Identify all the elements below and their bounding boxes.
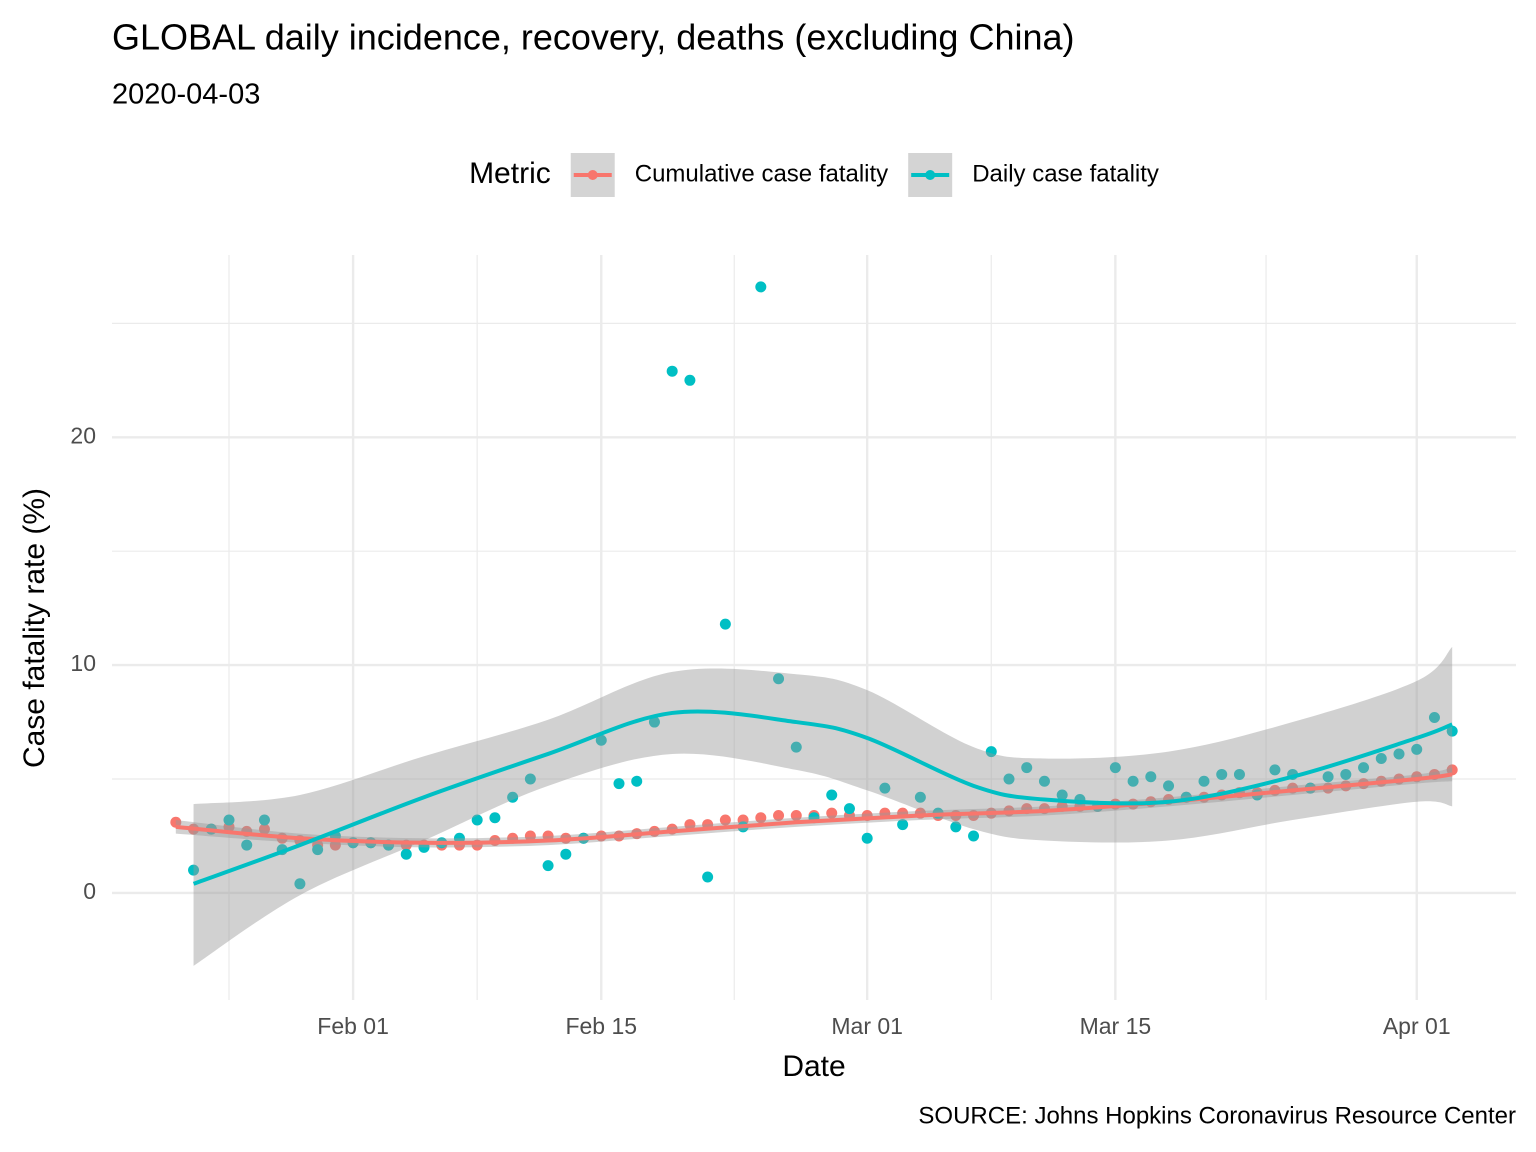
point [560,848,572,860]
point [1411,743,1423,755]
point [968,830,980,842]
point [1358,762,1370,774]
point [790,809,802,821]
point [524,773,536,785]
point [1145,771,1157,783]
point [684,819,696,831]
point [950,821,962,833]
x-tick-label: Apr 01 [1383,1013,1451,1039]
point [507,791,519,803]
point [241,839,253,851]
point [312,844,324,856]
point [773,809,785,821]
point [595,734,607,746]
point [914,791,926,803]
point [1446,764,1458,776]
legend-label: Cumulative case fatality [635,160,888,187]
y-tick-label: 20 [70,422,96,448]
point [773,673,785,685]
point [755,281,767,293]
point [400,848,412,860]
smooth-line [175,772,1453,845]
point [1127,775,1139,787]
point [985,746,997,758]
legend-key-point [587,170,598,180]
point [1163,780,1175,792]
x-axis-title: Date [782,1050,845,1083]
legend-title: Metric [469,157,551,190]
point [1021,762,1033,774]
point [170,816,182,828]
point [1393,748,1405,760]
point [1056,789,1068,801]
point [861,832,873,844]
point [542,860,554,872]
y-tick-label: 0 [83,878,96,904]
point [897,819,909,831]
smooths [175,646,1453,966]
point [1269,764,1281,776]
point [1216,768,1228,780]
point [826,789,838,801]
point [223,814,235,826]
point [524,830,536,842]
point [1003,773,1015,785]
point [631,775,643,787]
point [719,618,731,630]
point [879,782,891,794]
legend-label: Daily case fatality [972,160,1159,187]
point [1446,725,1458,737]
point [1198,775,1210,787]
legend-key-point [925,170,936,180]
point [790,741,802,753]
chart-title: GLOBAL daily incidence, recovery, deaths… [112,17,1075,58]
point [1428,711,1440,723]
point [1322,771,1334,783]
legend-item: Daily case fatality [908,153,1159,197]
point [826,807,838,819]
point [471,814,483,826]
caption: SOURCE: Johns Hopkins Coronavirus Resour… [918,1102,1516,1129]
x-tick-label: Feb 01 [317,1013,389,1039]
legend-item: Cumulative case fatality [570,153,888,197]
point [294,878,306,890]
smooth-line [192,709,1453,886]
point [719,814,731,826]
point [684,374,696,386]
point [1038,775,1050,787]
y-axis-title: Case fatality rate (%) [18,488,51,768]
point [702,871,714,883]
point [1375,753,1387,765]
point [1340,768,1352,780]
x-tick-label: Mar 01 [831,1013,903,1039]
point [1109,762,1121,774]
point [755,812,767,824]
x-tick-label: Mar 15 [1080,1013,1152,1039]
point [1233,768,1245,780]
point [258,823,270,835]
point [613,778,625,790]
point [489,812,501,824]
confidence-band [193,646,1453,966]
point [648,716,660,728]
point [188,864,200,876]
chart-subtitle: 2020-04-03 [112,79,260,111]
legend: Metric Cumulative case fatality Daily case… [469,153,1159,197]
point [843,803,855,815]
y-tick-label: 10 [70,650,96,676]
grid: 0 10 20 Feb 01 Feb 15 Mar 01 Mar 15 Apr 01 [70,255,1516,1039]
point [666,365,678,377]
x-tick-label: Feb 15 [565,1013,637,1039]
point [258,814,270,826]
